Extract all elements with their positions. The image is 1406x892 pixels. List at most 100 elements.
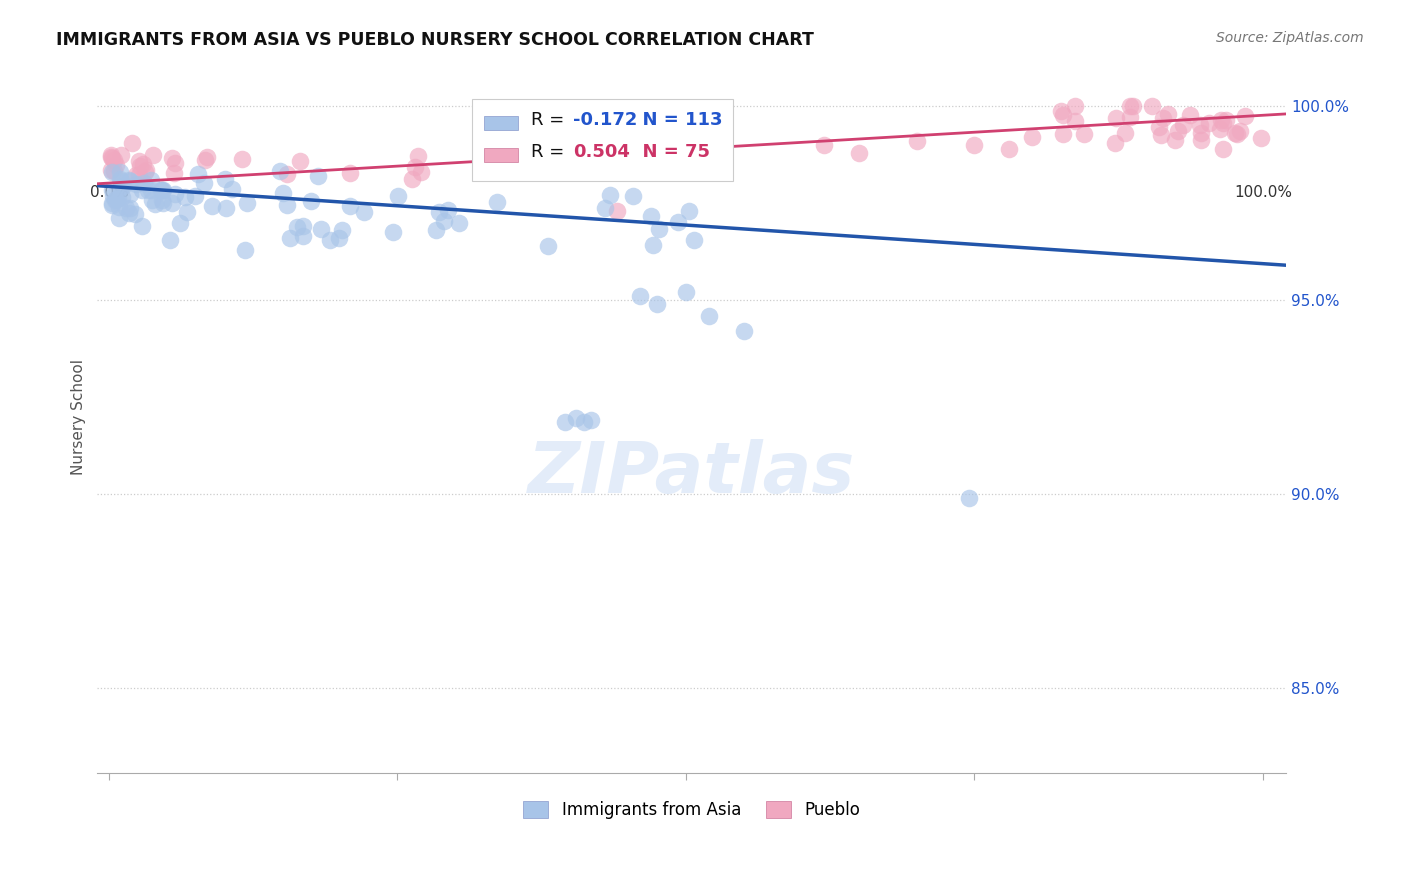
Point xyxy=(404,160,426,174)
Y-axis label: Nursery School: Nursery School xyxy=(72,359,86,475)
Point xyxy=(1119,99,1142,113)
Legend: Immigrants from Asia, Pueblo: Immigrants from Asia, Pueblo xyxy=(516,794,866,826)
Point xyxy=(411,165,433,179)
Text: -0.172: -0.172 xyxy=(572,112,637,129)
Point xyxy=(1212,142,1234,156)
Point xyxy=(150,183,173,197)
Point xyxy=(574,415,596,429)
Point xyxy=(107,211,129,226)
Point xyxy=(606,203,628,218)
Point xyxy=(124,207,146,221)
Point xyxy=(139,173,162,187)
Point xyxy=(183,189,205,203)
Point xyxy=(406,149,429,163)
Point xyxy=(103,164,125,178)
Point xyxy=(111,189,134,203)
Point xyxy=(121,136,143,150)
Point xyxy=(678,203,700,218)
Point xyxy=(194,153,217,167)
Point xyxy=(640,209,662,223)
Point xyxy=(105,192,128,206)
Point xyxy=(813,137,835,152)
Point xyxy=(1052,127,1074,141)
Point xyxy=(285,219,308,234)
Point xyxy=(1073,127,1095,141)
Point xyxy=(623,188,645,202)
Point xyxy=(193,176,215,190)
Text: N = 113: N = 113 xyxy=(630,112,723,129)
Point xyxy=(100,150,122,164)
Point xyxy=(101,195,124,210)
Point xyxy=(215,201,238,215)
Point xyxy=(1105,111,1128,125)
Point xyxy=(998,142,1021,156)
Point xyxy=(682,233,704,247)
Point xyxy=(276,167,298,181)
Point xyxy=(107,191,129,205)
Point xyxy=(163,166,186,180)
Point xyxy=(963,137,986,152)
Point xyxy=(1233,109,1256,123)
Point xyxy=(231,152,253,166)
Text: 0.504: 0.504 xyxy=(572,144,630,161)
FancyBboxPatch shape xyxy=(484,116,517,129)
Point xyxy=(101,189,124,203)
Point xyxy=(1250,131,1272,145)
Point xyxy=(733,324,755,338)
Point xyxy=(276,197,298,211)
Point xyxy=(1171,118,1194,132)
Point xyxy=(307,169,329,183)
Point xyxy=(593,201,616,215)
Point xyxy=(101,165,124,179)
Point xyxy=(149,183,172,197)
Point xyxy=(173,190,195,204)
Point xyxy=(142,147,165,161)
Point xyxy=(675,285,697,300)
Point xyxy=(697,309,720,323)
Point xyxy=(848,145,870,160)
Point xyxy=(648,222,671,236)
Point xyxy=(165,186,187,201)
Point xyxy=(111,178,134,193)
Point xyxy=(1119,110,1142,124)
Point xyxy=(1152,111,1174,125)
Point xyxy=(195,150,218,164)
Point xyxy=(120,174,142,188)
Point xyxy=(118,187,141,202)
Point xyxy=(1157,106,1180,120)
Point xyxy=(163,156,186,170)
Point xyxy=(554,415,576,429)
Point xyxy=(1167,124,1189,138)
Point xyxy=(110,174,132,188)
Point xyxy=(100,148,122,162)
Text: R =: R = xyxy=(531,144,571,161)
Point xyxy=(1050,103,1073,118)
Point xyxy=(100,163,122,178)
Point xyxy=(214,172,236,186)
Point xyxy=(152,183,174,197)
Point xyxy=(201,199,224,213)
Text: 0.0%: 0.0% xyxy=(90,186,128,200)
Point xyxy=(131,183,153,197)
Point xyxy=(110,148,132,162)
Point xyxy=(101,198,124,212)
Point xyxy=(107,200,129,214)
Point xyxy=(319,233,342,247)
Point xyxy=(666,215,689,229)
Point xyxy=(1064,99,1087,113)
Point xyxy=(292,229,315,244)
Point xyxy=(103,153,125,168)
Point xyxy=(105,158,128,172)
Point xyxy=(382,225,405,239)
Point xyxy=(132,156,155,170)
Point xyxy=(101,183,124,197)
Point xyxy=(1122,99,1144,113)
Point xyxy=(135,163,157,178)
Point xyxy=(1164,133,1187,147)
FancyBboxPatch shape xyxy=(484,148,517,161)
Point xyxy=(134,165,156,179)
Point xyxy=(236,196,259,211)
Point xyxy=(1021,130,1043,145)
Point xyxy=(128,154,150,169)
Point xyxy=(905,134,928,148)
